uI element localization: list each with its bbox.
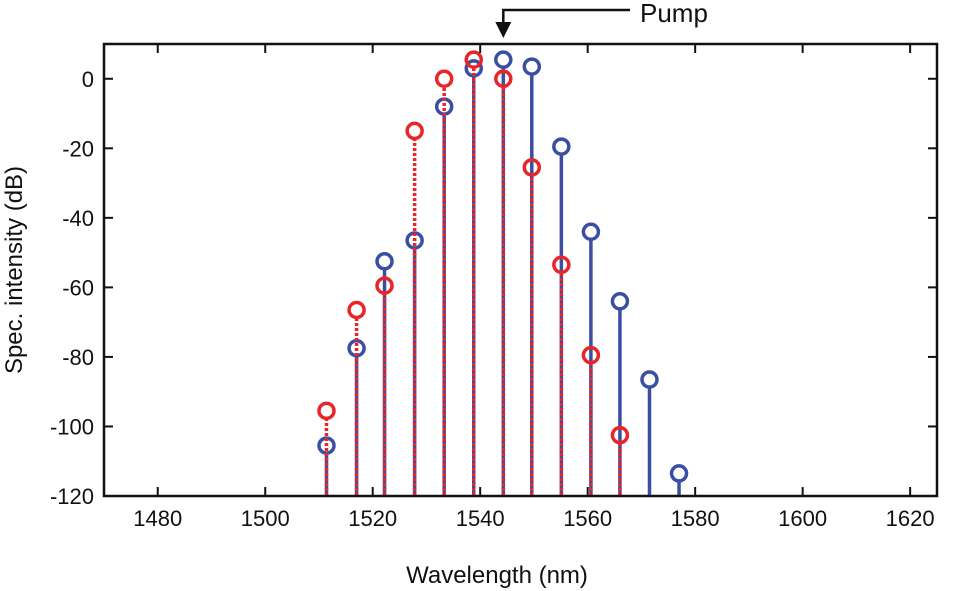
y-tick-label: 0 — [82, 67, 94, 92]
point-blue — [434, 97, 454, 116]
point-blue — [405, 231, 424, 250]
x-tick-label: 1560 — [563, 506, 612, 531]
ticks-layer — [104, 44, 937, 497]
pump-arrow-head — [495, 22, 512, 38]
y-tick-label: -100 — [50, 414, 94, 439]
point-red — [347, 300, 366, 320]
point-blue — [669, 464, 689, 483]
point-red — [522, 158, 542, 177]
point-blue — [610, 292, 630, 311]
point-red — [552, 255, 571, 275]
annotation-layer: Pump — [495, 0, 708, 38]
y-tick-label: -20 — [62, 136, 94, 161]
pump-arrow-line — [502, 8, 630, 32]
x-tick-label: 1580 — [671, 506, 720, 531]
series-layer — [317, 50, 689, 496]
x-tick-label: 1480 — [133, 506, 182, 531]
point-red — [405, 121, 424, 141]
point-red — [375, 276, 394, 295]
x-tick-label: 1620 — [886, 506, 935, 531]
series-red — [317, 50, 630, 496]
point-red — [494, 69, 513, 89]
y-axis-label: Spec. intensity (dB) — [1, 166, 28, 374]
point-blue — [581, 222, 601, 242]
point-blue — [522, 57, 542, 76]
point-red — [434, 69, 454, 89]
x-tick-label: 1520 — [348, 506, 397, 531]
point-blue — [375, 252, 394, 271]
pump-annotation: Pump — [640, 0, 708, 28]
point-blue — [552, 137, 571, 156]
labels-layer: 1480 1500 1520 1540 1560 1580 1600 1620 0 -20 -40 -… — [50, 67, 935, 531]
x-tick-label: 1600 — [778, 506, 827, 531]
point-blue — [494, 50, 513, 69]
y-tick-label: -80 — [62, 345, 94, 370]
x-axis-label: Wavelength (nm) — [406, 562, 588, 589]
point-red — [610, 425, 630, 445]
point-blue — [640, 370, 659, 389]
point-red — [317, 401, 336, 421]
plot-frame — [102, 42, 939, 498]
x-tick-label: 1500 — [241, 506, 290, 531]
point-red — [464, 50, 483, 69]
point-red — [581, 345, 601, 365]
y-tick-label: -40 — [62, 206, 94, 231]
y-tick-label: -60 — [62, 275, 94, 300]
y-tick-label: -120 — [50, 484, 94, 509]
x-tick-label: 1540 — [456, 506, 505, 531]
